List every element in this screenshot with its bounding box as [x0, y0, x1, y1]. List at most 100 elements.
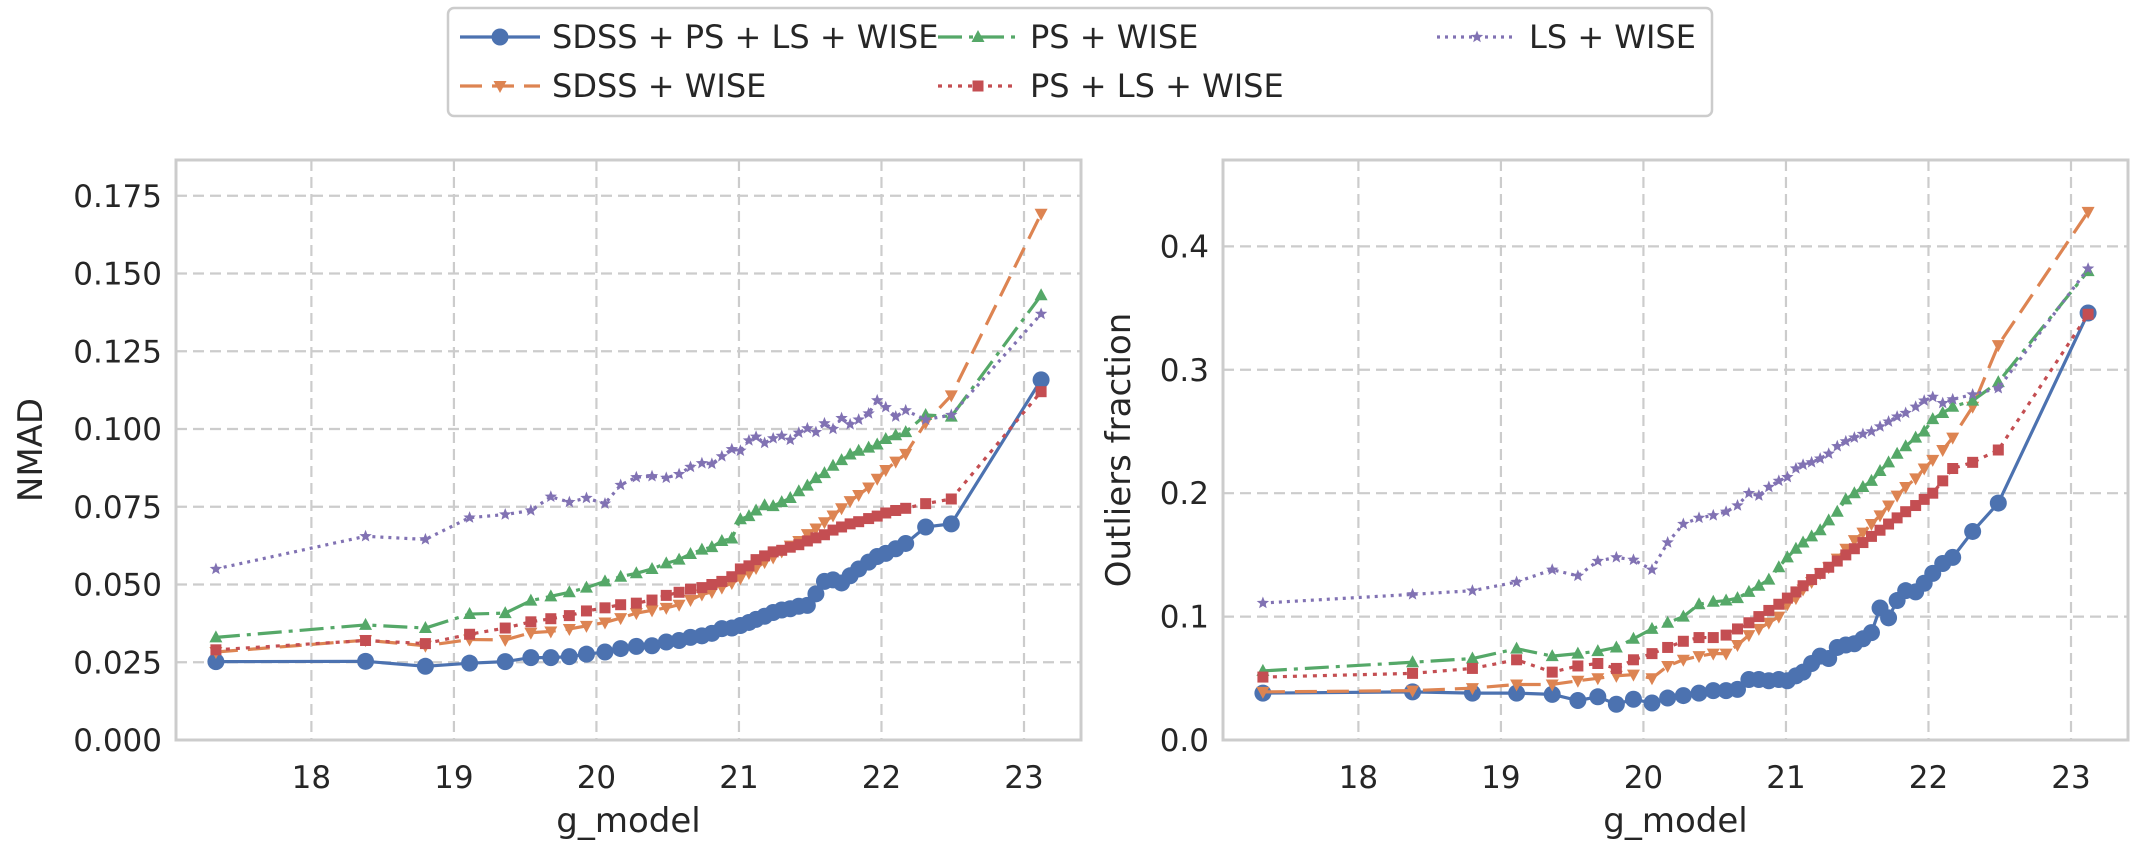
data-point — [630, 597, 642, 609]
data-point — [659, 602, 673, 615]
legend-item-ls-wise: LS + WISE — [1437, 18, 1696, 56]
data-point — [563, 495, 576, 508]
data-point — [1926, 454, 1940, 467]
data-point — [1742, 630, 1756, 643]
data-point — [522, 649, 540, 667]
series-line — [1262, 267, 2090, 605]
grid — [176, 160, 1081, 742]
x-tick-label: 18 — [1339, 760, 1378, 796]
data-point — [1830, 504, 1844, 517]
data-point — [1731, 499, 1744, 511]
data-point — [577, 645, 595, 663]
data-point — [1839, 434, 1852, 447]
data-point — [889, 428, 903, 441]
data-point — [1676, 609, 1690, 622]
data-point — [1407, 667, 1419, 679]
data-point — [1706, 648, 1720, 661]
legend-item-sdss-ps-ls-wise: SDSS + PS + LS + WISE — [460, 18, 938, 56]
data-point — [897, 534, 915, 552]
series-ls-wise — [209, 307, 1048, 575]
data-point — [1882, 455, 1896, 468]
data-point — [1719, 593, 1733, 606]
data-point — [1510, 679, 1524, 692]
data-point — [1752, 623, 1766, 636]
data-point — [1865, 530, 1877, 542]
data-point — [1781, 592, 1793, 604]
data-point — [1546, 666, 1558, 678]
data-point — [596, 643, 614, 661]
data-point — [1035, 386, 1047, 398]
data-point — [792, 426, 805, 438]
data-point — [1789, 462, 1803, 474]
data-point — [419, 532, 432, 545]
data-point — [1692, 651, 1706, 664]
y-tick-label: 0.1 — [1160, 600, 1209, 636]
data-point — [525, 616, 537, 628]
data-point — [1753, 611, 1765, 623]
data-point — [1910, 500, 1922, 512]
data-point — [1882, 415, 1895, 427]
data-point — [1772, 560, 1786, 573]
data-point — [498, 606, 512, 619]
data-point — [818, 416, 831, 429]
data-point — [660, 589, 672, 601]
data-point — [919, 417, 933, 430]
data-point — [917, 518, 935, 536]
data-point — [1964, 522, 1982, 540]
data-point — [1772, 611, 1786, 624]
data-point — [1406, 655, 1420, 668]
data-point — [742, 509, 756, 522]
data-point — [1752, 489, 1766, 501]
data-point — [1719, 648, 1733, 661]
data-point — [1900, 506, 1912, 518]
data-point — [919, 413, 932, 425]
data-point — [835, 503, 849, 516]
data-point — [945, 408, 958, 421]
data-point — [1796, 458, 1810, 471]
data-point — [1762, 480, 1776, 493]
series-line — [1262, 313, 2090, 679]
data-point — [1891, 512, 1903, 524]
data-point — [1731, 623, 1743, 635]
data-point — [499, 508, 512, 520]
data-point — [614, 569, 628, 582]
data-point — [1947, 463, 1959, 475]
plot-frame — [1221, 158, 2130, 742]
y-axis-label: NMAD — [11, 398, 51, 502]
data-point — [827, 524, 839, 536]
data-point — [783, 491, 797, 504]
data-point — [684, 460, 697, 473]
data-point — [862, 406, 875, 419]
data-point — [809, 425, 823, 438]
legend-label: SDSS + WISE — [552, 67, 766, 105]
data-point — [580, 491, 593, 504]
data-point — [1032, 371, 1050, 389]
data-point — [801, 421, 814, 434]
data-point — [498, 634, 512, 647]
y-tick-label: 0.0 — [1160, 723, 1209, 759]
data-point — [879, 400, 892, 413]
data-point — [843, 447, 857, 460]
data-point — [1406, 587, 1419, 600]
data-point — [1677, 517, 1690, 530]
data-point — [496, 653, 514, 671]
data-point — [657, 633, 675, 651]
data-point — [1571, 646, 1585, 659]
data-point — [696, 582, 708, 594]
data-point — [418, 621, 432, 634]
data-point — [463, 511, 476, 523]
y-tick-label: 0.3 — [1160, 353, 1209, 389]
data-point — [416, 657, 434, 675]
data-point — [758, 436, 771, 449]
data-point — [545, 613, 557, 625]
data-point — [1645, 563, 1659, 575]
data-point — [2081, 262, 2095, 274]
series-ps-ls-wise — [210, 386, 1047, 656]
data-point — [705, 457, 719, 470]
data-point — [899, 403, 912, 416]
x-tick-label: 21 — [1766, 760, 1805, 796]
data-point — [562, 623, 576, 636]
data-point — [1874, 524, 1886, 536]
data-point — [1880, 609, 1898, 627]
